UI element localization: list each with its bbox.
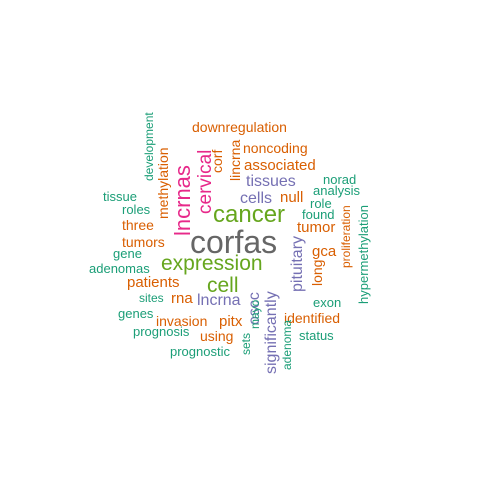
word-roles: roles bbox=[122, 202, 151, 217]
word-norad: norad bbox=[323, 172, 357, 187]
word-hypermethylation: hypermethylation bbox=[356, 205, 371, 304]
word-lincrna: lincrna bbox=[227, 140, 243, 182]
word-methylation: methylation bbox=[155, 147, 171, 219]
word-sets: sets bbox=[239, 333, 253, 356]
word-exon: exon bbox=[313, 295, 342, 310]
word-null: null bbox=[280, 189, 304, 206]
word-development: development bbox=[142, 112, 156, 181]
word-role: role bbox=[310, 196, 332, 211]
word-long: long bbox=[309, 260, 325, 287]
word-patients: patients bbox=[127, 274, 180, 291]
word-gca: gca bbox=[312, 243, 337, 260]
word-gene: gene bbox=[113, 246, 142, 261]
word-identified: identified bbox=[284, 310, 341, 326]
word-noncoding: noncoding bbox=[243, 140, 308, 156]
word-tumor: tumor bbox=[297, 219, 336, 236]
word-invasion: invasion bbox=[156, 313, 208, 329]
word-expression: expression bbox=[161, 252, 263, 275]
word-cancer: cancer bbox=[213, 201, 286, 228]
word-analysis: analysis bbox=[313, 183, 360, 198]
word-tissue: tissue bbox=[103, 189, 137, 204]
word-mayo: mayo bbox=[248, 300, 262, 330]
word-proliferation: proliferation bbox=[339, 205, 353, 268]
word-sites: sites bbox=[139, 291, 164, 305]
word-downregulation: downregulation bbox=[192, 119, 287, 135]
word-lncrna: lncrna bbox=[197, 292, 241, 309]
word-using: using bbox=[200, 328, 234, 344]
word-status: status bbox=[299, 328, 334, 343]
word-pituitary: pituitary bbox=[289, 236, 306, 293]
word-genes: genes bbox=[118, 306, 154, 321]
word-pitx: pitx bbox=[219, 313, 243, 330]
word-cell: cell bbox=[207, 274, 239, 297]
word-significantly: significantly bbox=[263, 291, 280, 374]
word-corf: corf bbox=[209, 150, 225, 174]
word-found: found bbox=[302, 207, 335, 222]
word-three: three bbox=[122, 217, 154, 233]
word-adenoma: adenoma bbox=[280, 320, 294, 371]
word-tumors: tumors bbox=[122, 234, 165, 250]
word-lncrnas: lncrnas bbox=[170, 165, 195, 236]
word-rna: rna bbox=[171, 290, 193, 307]
word-cells: cells bbox=[240, 190, 273, 207]
word-adenomas: adenomas bbox=[89, 261, 150, 276]
word-associated: associated bbox=[244, 157, 316, 174]
word-prognosis: prognosis bbox=[133, 324, 190, 339]
word-tissues: tissues bbox=[246, 173, 296, 190]
word-corfas: corfas bbox=[190, 224, 278, 260]
word-prognostic: prognostic bbox=[170, 344, 230, 359]
